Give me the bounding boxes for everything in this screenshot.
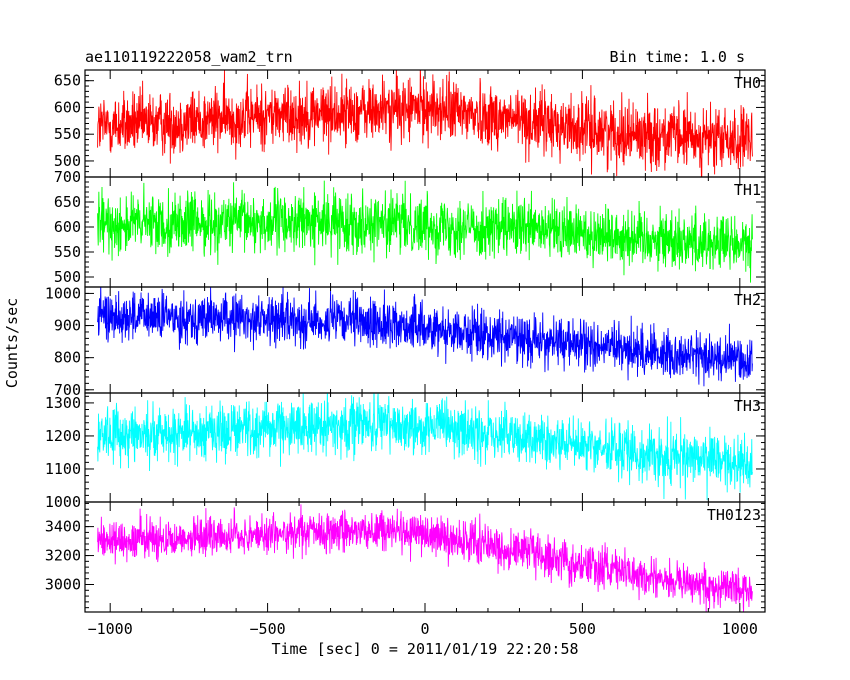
y-tick-label: 600 bbox=[54, 98, 81, 116]
x-tick-label: 0 bbox=[420, 620, 429, 638]
series-line-th3 bbox=[97, 393, 753, 501]
panel-frame bbox=[84, 392, 766, 503]
y-tick-label: 650 bbox=[54, 72, 81, 90]
y-tick-label: 1200 bbox=[45, 427, 81, 445]
panel-th0123: 3000 3200 3400 TH0123 bbox=[45, 501, 766, 613]
y-tick-label: 1000 bbox=[45, 284, 81, 302]
bin-time-label: Bin time: 1.0 s bbox=[610, 48, 745, 66]
panel-th0: 500 550 600 650 TH0 bbox=[54, 69, 766, 178]
y-tick-label: 650 bbox=[54, 193, 81, 211]
x-tick-label: −1000 bbox=[88, 620, 133, 638]
y-tick-label: 600 bbox=[54, 218, 81, 236]
chart-title: ae110119222058_wam2_trn bbox=[85, 48, 293, 66]
panel-label: TH0 bbox=[734, 74, 761, 92]
x-tick-label: 500 bbox=[569, 620, 596, 638]
y-tick-label: 550 bbox=[54, 125, 81, 143]
y-tick-label: 1000 bbox=[45, 493, 81, 511]
y-tick-label: 3000 bbox=[45, 576, 81, 594]
panel-th1: 500 550 600 650 700 TH1 bbox=[54, 168, 766, 288]
x-axis-label: Time [sec] 0 = 2011/01/19 22:20:58 bbox=[271, 640, 578, 658]
x-tick-label: −500 bbox=[250, 620, 286, 638]
series-line-th1 bbox=[97, 180, 753, 283]
y-tick-label: 3200 bbox=[45, 547, 81, 565]
x-axis: −1000 −500 0 500 1000 bbox=[88, 620, 758, 638]
y-tick-label: 500 bbox=[54, 268, 81, 286]
y-tick-label: 550 bbox=[54, 243, 81, 261]
y-axis-label: Counts/sec bbox=[3, 298, 21, 388]
y-tick-label: 500 bbox=[54, 152, 81, 170]
series-line-th0 bbox=[97, 70, 753, 177]
x-tick-label: 1000 bbox=[722, 620, 758, 638]
series-line-th0123 bbox=[97, 504, 753, 612]
y-tick-label: 700 bbox=[54, 381, 81, 399]
y-tick-label: 700 bbox=[54, 168, 81, 186]
panel-th2: 700 800 900 1000 TH2 bbox=[45, 284, 766, 399]
series-line-th2 bbox=[97, 287, 753, 387]
y-tick-label: 1100 bbox=[45, 460, 81, 478]
panel-th3: 1000 1100 1200 1300 TH3 bbox=[45, 392, 766, 511]
panels-group: 500 550 600 650 TH0 500 550 600 650 700 TH1 700 800 9… bbox=[45, 69, 766, 613]
panel-frame bbox=[84, 501, 766, 613]
panel-label: TH2 bbox=[734, 291, 761, 309]
panel-label: TH1 bbox=[734, 181, 761, 199]
y-tick-label: 800 bbox=[54, 349, 81, 367]
panel-label: TH0123 bbox=[707, 506, 761, 524]
y-tick-label: 1300 bbox=[45, 394, 81, 412]
y-tick-label: 900 bbox=[54, 317, 81, 335]
panel-label: TH3 bbox=[734, 397, 761, 415]
y-tick-label: 3400 bbox=[45, 518, 81, 536]
